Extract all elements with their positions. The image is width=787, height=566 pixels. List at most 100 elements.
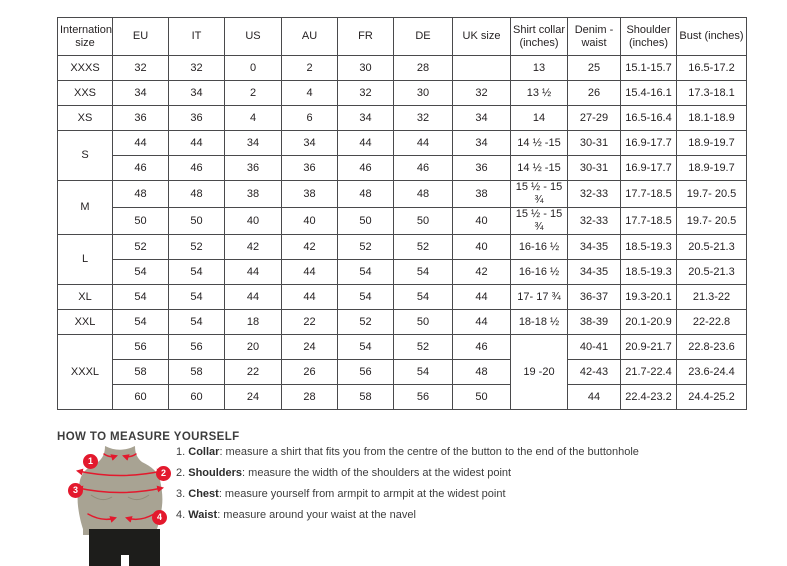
table-cell: 19.3-20.1 (620, 284, 677, 310)
measure-step-waist: 4. Waist: measure around your waist at t… (176, 509, 639, 521)
table-row: 50 50 40 40 50 50 40 15 ½ - 15 ¾ 32-33 17.7-18.5 1… (58, 207, 747, 235)
table-cell: 16-16 ½ (510, 234, 568, 260)
table-cell: 50 (112, 207, 169, 235)
table-cell: 54 (112, 259, 169, 285)
table-cell: 6 (281, 105, 338, 131)
table-cell: 46 (393, 155, 453, 181)
table-cell: 22 (224, 359, 282, 385)
table-cell: 36 (168, 105, 225, 131)
table-cell: 46 (168, 155, 225, 181)
table-cell: 52 (393, 234, 453, 260)
table-cell: 42 (452, 259, 511, 285)
measure-heading: HOW TO MEASURE YOURSELF (57, 431, 240, 443)
table-cell: 30 (337, 55, 394, 81)
table-cell: 20.5-21.3 (676, 234, 747, 260)
step-label: Shoulders (188, 467, 243, 479)
table-cell: 32 (112, 55, 169, 81)
step-text: : measure around your waist at the navel (217, 509, 416, 521)
table-cell: XL (57, 284, 113, 310)
table-cell: 42-43 (567, 359, 621, 385)
table-cell: 18.9-19.7 (676, 130, 747, 156)
table-cell: 34 (452, 130, 511, 156)
table-cell: 22.4-23.2 (620, 384, 677, 410)
column-header: Shoulder (inches) (620, 17, 677, 56)
table-cell: 28 (393, 55, 453, 81)
table-cell: 18.5-19.3 (620, 259, 677, 285)
step-text: : measure the width of the shoulders at … (242, 467, 512, 479)
table-cell: 30-31 (567, 130, 621, 156)
table-row: XS 36 36 4 6 34 32 34 14 27-29 16.5-16.4 18.1-18.9 (57, 105, 747, 131)
torso-figure (75, 446, 165, 566)
step-number: 2. (176, 467, 186, 479)
table-cell: 44 (281, 284, 338, 310)
table-cell: 58 (337, 384, 394, 410)
table-cell: 16.9-17.7 (620, 130, 677, 156)
table-cell: 38-39 (567, 309, 621, 335)
table-cell: 21.3-22 (676, 284, 747, 310)
step-label: Chest (188, 488, 219, 500)
table-cell: 14 (510, 105, 568, 131)
size-group-cell: M (57, 180, 113, 235)
column-header: UK size (452, 17, 511, 56)
table-cell: 54 (168, 309, 225, 335)
table-cell: 2 (281, 55, 338, 81)
table-cell: 24.4-25.2 (676, 384, 747, 410)
figure-badge-collar: 1 (83, 454, 98, 469)
table-cell: 16.5-16.4 (620, 105, 677, 131)
table-cell: 42 (281, 234, 338, 260)
table-cell: 36-37 (567, 284, 621, 310)
figure-badge-waist: 4 (152, 510, 167, 525)
table-cell: 30-31 (567, 155, 621, 181)
table-cell: 38 (452, 180, 511, 208)
table-cell: 56 (168, 334, 225, 360)
table-cell: 16.9-17.7 (620, 155, 677, 181)
column-header: International size (57, 17, 113, 56)
table-cell: 46 (452, 334, 511, 360)
table-cell: 22.8-23.6 (676, 334, 747, 360)
table-cell: 54 (337, 259, 394, 285)
table-row: M 48 48 38 38 48 48 38 15 ½ - 15 ¾ 32-33 17.7-18.5… (57, 180, 747, 235)
table-cell: 18.1-18.9 (676, 105, 747, 131)
table-cell (452, 55, 511, 81)
table-cell: 26 (281, 359, 338, 385)
size-group-cell: L (57, 234, 113, 285)
table-cell: XXXS (57, 55, 113, 81)
table-cell: 48 (393, 180, 453, 208)
table-cell: 48 (168, 180, 225, 208)
measure-step-shoulders: 2. Shoulders: measure the width of the s… (176, 467, 639, 479)
table-cell: 46 (337, 155, 394, 181)
table-cell: 21.7-22.4 (620, 359, 677, 385)
column-header: US (224, 17, 282, 56)
table-cell: 56 (393, 384, 453, 410)
table-cell: 52 (393, 334, 453, 360)
table-cell: 18.5-19.3 (620, 234, 677, 260)
table-cell: 54 (393, 359, 453, 385)
table-cell: 60 (168, 384, 225, 410)
table-row: XXXS 32 32 0 2 30 28 13 25 15.1-15.7 16.5-17.2 (57, 55, 747, 81)
table-row: S 44 44 34 34 44 44 34 14 ½ -15 30-31 16.9-17.7 18.… (57, 130, 747, 181)
measure-step-chest: 3. Chest: measure yourself from armpit t… (176, 488, 639, 500)
table-cell: 44 (393, 130, 453, 156)
table-cell: 34 (337, 105, 394, 131)
table-cell: 4 (224, 105, 282, 131)
table-cell: 20.1-20.9 (620, 309, 677, 335)
column-header: IT (168, 17, 225, 56)
step-text: : measure yourself from armpit to armpit… (218, 488, 506, 500)
table-cell: 36 (224, 155, 282, 181)
column-header: DE (393, 17, 453, 56)
table-cell: 40-41 (567, 334, 621, 360)
table-cell: 42 (224, 234, 282, 260)
table-cell: 44 (567, 384, 621, 410)
table-cell: 32-33 (567, 207, 621, 235)
table-cell: 50 (393, 309, 453, 335)
table-cell: 14 ½ -15 (510, 130, 568, 156)
table-cell: 34 (224, 130, 282, 156)
table-cell: 40 (224, 207, 282, 235)
measure-step-collar: 1. Collar: measure a shirt that fits you… (176, 446, 639, 458)
table-cell: 34-35 (567, 234, 621, 260)
table-cell: 52 (168, 234, 225, 260)
table-cell: 44 (337, 130, 394, 156)
table-cell: 44 (224, 259, 282, 285)
table-cell: 4 (281, 80, 338, 106)
